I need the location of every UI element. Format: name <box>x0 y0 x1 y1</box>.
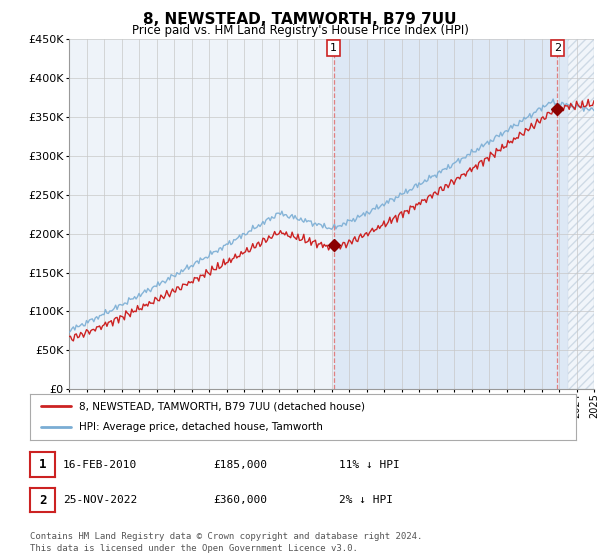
Text: Price paid vs. HM Land Registry's House Price Index (HPI): Price paid vs. HM Land Registry's House … <box>131 24 469 37</box>
Text: Contains HM Land Registry data © Crown copyright and database right 2024.
This d: Contains HM Land Registry data © Crown c… <box>30 533 422 553</box>
Text: 2% ↓ HPI: 2% ↓ HPI <box>339 495 393 505</box>
Text: 25-NOV-2022: 25-NOV-2022 <box>63 495 137 505</box>
Text: 8, NEWSTEAD, TAMWORTH, B79 7UU: 8, NEWSTEAD, TAMWORTH, B79 7UU <box>143 12 457 27</box>
Bar <box>334 39 594 389</box>
Text: £185,000: £185,000 <box>213 460 267 470</box>
Text: 2: 2 <box>554 43 561 53</box>
Text: 11% ↓ HPI: 11% ↓ HPI <box>339 460 400 470</box>
Text: 1: 1 <box>39 458 46 472</box>
Text: 2: 2 <box>39 493 46 507</box>
Text: £360,000: £360,000 <box>213 495 267 505</box>
Text: 16-FEB-2010: 16-FEB-2010 <box>63 460 137 470</box>
Bar <box>568 39 594 389</box>
Text: 8, NEWSTEAD, TAMWORTH, B79 7UU (detached house): 8, NEWSTEAD, TAMWORTH, B79 7UU (detached… <box>79 401 365 411</box>
Text: 1: 1 <box>330 43 337 53</box>
Text: HPI: Average price, detached house, Tamworth: HPI: Average price, detached house, Tamw… <box>79 422 323 432</box>
